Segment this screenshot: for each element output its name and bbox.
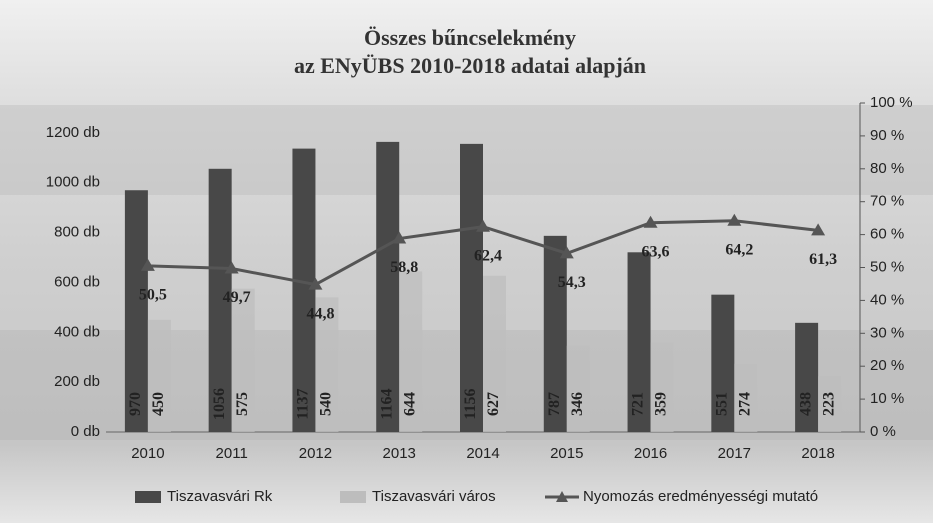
bar-value-label: 644: [401, 392, 418, 416]
bar-value-label: 1137: [295, 388, 312, 419]
y-tick-label: 800 db: [54, 224, 100, 241]
x-tick-label: 2012: [299, 445, 332, 462]
y-tick-label: 0 db: [71, 423, 100, 440]
x-tick-label: 2011: [216, 445, 248, 462]
y-tick-label: 400 db: [54, 323, 100, 340]
line-value-label: 63,6: [642, 243, 670, 260]
y2-tick-label: 30 %: [870, 324, 904, 341]
x-tick-label: 2017: [718, 445, 751, 462]
line-value-label: 44,8: [306, 305, 334, 322]
x-tick-label: 2018: [801, 445, 834, 462]
chart-title: Összes bűncselekmény: [364, 25, 576, 50]
bar: [650, 342, 674, 432]
bar: [795, 322, 819, 432]
legend-label: Tiszavasvári város: [372, 488, 496, 505]
y2-tick-label: 10 %: [870, 390, 904, 407]
y2-tick-label: 40 %: [870, 291, 904, 308]
x-tick-label: 2013: [383, 445, 416, 462]
x-tick-label: 2010: [131, 445, 164, 462]
y2-tick-label: 70 %: [870, 193, 904, 210]
bar-value-label: 1056: [211, 388, 228, 420]
bar-value-label: 787: [546, 392, 563, 416]
line-marker: [727, 213, 742, 226]
bar-value-label: 551: [714, 392, 731, 416]
legend-label: Tiszavasvári Rk: [167, 488, 273, 505]
bar-value-label: 1164: [378, 388, 395, 419]
bar: [483, 275, 506, 432]
y-tick-label: 1000 db: [46, 174, 100, 191]
x-tick-label: 2015: [550, 445, 583, 462]
bar: [399, 271, 423, 432]
line-marker: [559, 246, 574, 259]
bar-value-label: 627: [485, 392, 502, 416]
x-tick-label: 2016: [634, 445, 667, 462]
y2-tick-label: 60 %: [870, 226, 904, 243]
bar-value-label: 274: [737, 392, 754, 416]
chart-title: az ENyÜBS 2010-2018 adatai alapján: [294, 53, 646, 78]
line-value-label: 62,4: [474, 247, 502, 264]
bar: [231, 288, 255, 432]
bar: [627, 252, 651, 432]
bar: [124, 190, 148, 432]
line-marker: [308, 277, 323, 290]
line-value-label: 54,3: [558, 274, 586, 291]
bar: [208, 168, 232, 433]
line-value-label: 50,5: [139, 287, 167, 304]
y-tick-label: 200 db: [54, 373, 100, 390]
bar: [315, 297, 339, 432]
bar: [147, 319, 171, 432]
bar-value-label: 450: [150, 392, 167, 416]
legend-label: Nyomozás eredményességi mutató: [583, 488, 818, 505]
line-value-label: 49,7: [223, 289, 251, 306]
bar-value-label: 1156: [462, 388, 479, 419]
bar-value-label: 223: [820, 392, 837, 416]
bar: [376, 141, 400, 432]
bar: [734, 363, 758, 432]
y2-tick-label: 90 %: [870, 127, 904, 144]
bar: [543, 235, 567, 432]
line-marker: [643, 215, 658, 228]
bar: [460, 143, 483, 432]
line-marker: [224, 261, 239, 274]
y2-tick-label: 0 %: [870, 423, 896, 440]
legend-swatch: [556, 491, 568, 502]
line-value-label: 64,2: [725, 241, 753, 258]
bar: [292, 148, 316, 432]
y2-tick-label: 50 %: [870, 258, 904, 275]
line-marker: [392, 231, 407, 244]
bar-value-label: 970: [127, 392, 144, 416]
line-marker: [476, 219, 490, 232]
bar-value-label: 359: [653, 392, 670, 416]
bar-value-label: 540: [318, 392, 335, 416]
bar: [818, 376, 842, 432]
legend-swatch: [135, 491, 161, 503]
x-tick-label: 2014: [466, 445, 499, 462]
bar-value-label: 438: [797, 392, 814, 416]
line-marker: [140, 258, 155, 271]
y-tick-label: 1200 db: [46, 124, 100, 141]
bar-value-label: 346: [569, 392, 586, 416]
line-value-label: 61,3: [809, 251, 837, 268]
bar: [711, 294, 735, 432]
y2-tick-label: 80 %: [870, 160, 904, 177]
line-marker: [811, 223, 826, 236]
y-tick-label: 600 db: [54, 273, 100, 290]
y2-tick-label: 100 %: [870, 94, 913, 111]
line-value-label: 58,8: [390, 259, 418, 276]
bar: [566, 345, 590, 432]
bar-value-label: 721: [630, 392, 647, 416]
legend-swatch: [340, 491, 366, 503]
bar-value-label: 575: [234, 392, 251, 416]
y2-tick-label: 20 %: [870, 357, 904, 374]
